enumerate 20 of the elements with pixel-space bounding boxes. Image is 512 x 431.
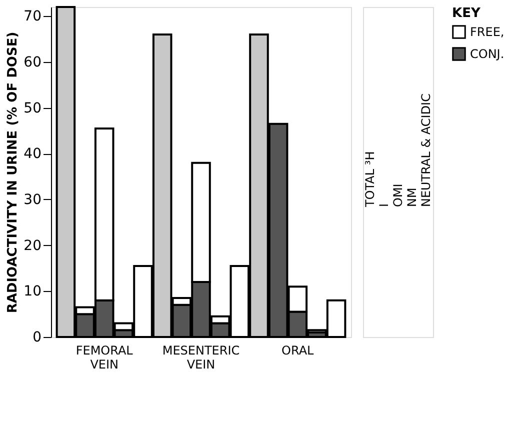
y-axis-title: RADIOACTIVITY IN URINE (% OF DOSE) bbox=[6, 32, 21, 314]
y-tick-label: 40 bbox=[24, 146, 42, 162]
text: I bbox=[377, 203, 391, 207]
y-tick-label: 30 bbox=[24, 192, 42, 208]
y-tick-label: 0 bbox=[32, 330, 42, 346]
legend-label: FREE, bbox=[470, 25, 504, 39]
text: OMI bbox=[391, 184, 405, 207]
legend-label: CONJ. bbox=[470, 47, 504, 61]
text: NEUTRAL & ACIDIC bbox=[419, 94, 433, 207]
y-tick-label: 60 bbox=[24, 54, 42, 70]
text: TOTAL ³H bbox=[363, 151, 377, 208]
y-tick-label: 10 bbox=[24, 284, 42, 300]
y-tick-label: 50 bbox=[24, 100, 42, 116]
x-tick-label: MESENTERIC VEIN bbox=[162, 344, 240, 372]
y-tick-label: 70 bbox=[24, 8, 42, 25]
x-tick-label: FEMORAL VEIN bbox=[76, 344, 134, 372]
y-tick-label: 20 bbox=[24, 238, 42, 254]
legend-title: KEY bbox=[452, 6, 481, 21]
x-tick-label: ORAL bbox=[282, 344, 314, 358]
text: NM bbox=[405, 188, 419, 207]
